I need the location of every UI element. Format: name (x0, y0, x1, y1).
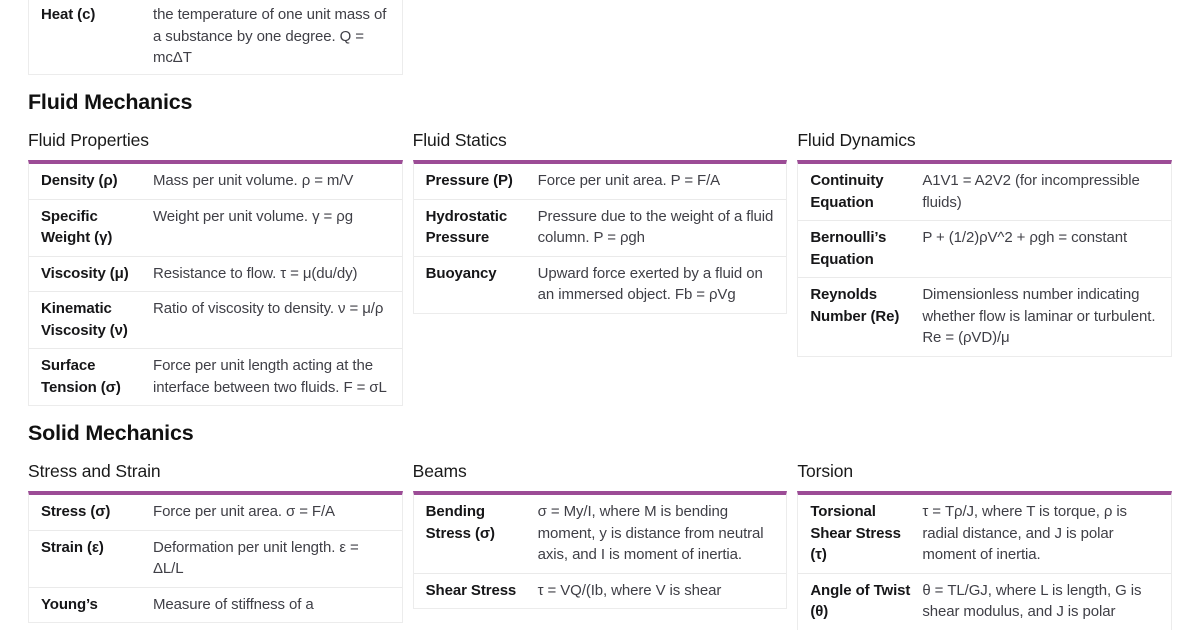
formula-table: Pressure (P) Force per unit area. P = F/… (412, 160, 788, 314)
table-row: Viscosity (μ) Resistance to flow. τ = μ(… (29, 255, 402, 292)
term-cell: Density (ρ) (41, 172, 118, 189)
table-row: Reynolds Number (Re) Dimensionless numbe… (798, 277, 1171, 356)
formula-table: Continuity Equation A1V1 = A2V2 (for inc… (797, 160, 1172, 357)
description-cell: σ = My/I, where M is bending moment, y i… (537, 503, 764, 563)
description-cell: Force per unit area. P = F/A (537, 172, 721, 189)
description-cell: Measure of stiffness of a (153, 595, 314, 613)
description-cell: the temperature of one unit mass of a su… (153, 6, 387, 66)
table-row: Strain (ε) Deformation per unit length. … (29, 529, 402, 587)
term-cell: Bending Stress (σ) (425, 503, 495, 542)
table-heading: Beams (412, 461, 467, 481)
table-heading: Stress and Strain (28, 461, 161, 481)
table-row: Bernoulli’s Equation P + (1/2)ρV^2 + ρgh… (798, 220, 1171, 277)
clipped-formula-table: Heat (c) the temperature of one unit mas… (28, 0, 403, 75)
table-row: Shear Stress τ = VQ/(Ib, where V is shea… (413, 572, 787, 609)
table-row: Heat (c) the temperature of one unit mas… (29, 0, 402, 74)
term-cell: Buoyancy (425, 264, 497, 282)
description-cell: Weight per unit volume. γ = ρg (153, 207, 353, 225)
description-cell: P + (1/2)ρV^2 + ρgh = constant (922, 229, 1128, 246)
term-cell: Stress (σ) (41, 503, 111, 520)
description-cell: τ = VQ/(Ib, where V is shear (537, 581, 722, 599)
clipped-table-wrapper: Heat (c) the temperature of one unit mas… (28, 0, 403, 75)
table-group-fluid-statics: Fluid Statics Pressure (P) Force per uni… (412, 114, 788, 314)
description-cell: τ = Tρ/J, where T is torque, ρ is radial… (922, 503, 1127, 563)
description-cell: Pressure due to the weight of a fluid co… (537, 207, 774, 247)
table-row: Surface Tension (σ) Force per unit lengt… (29, 348, 402, 405)
description-cell: Resistance to flow. τ = μ(du/dy) (153, 264, 358, 282)
description-cell: Dimensionless number indicating whether … (922, 286, 1156, 346)
table-heading: Torsion (797, 461, 854, 481)
term-cell: Viscosity (μ) (41, 264, 129, 282)
table-row: Specific Weight (γ) Weight per unit volu… (29, 198, 402, 256)
table-group-fluid-dynamics: Fluid Dynamics Continuity Equation A1V1 … (797, 114, 1172, 357)
table-row: Young’s Measure of stiffness of a (29, 586, 402, 623)
table-group-torsion: Torsion Torsional Shear Stress (τ) τ = T… (797, 445, 1172, 630)
table-row: Density (ρ) Mass per unit volume. ρ = m/… (29, 164, 402, 199)
table-heading: Fluid Dynamics (797, 130, 916, 150)
table-row: Bending Stress (σ) σ = My/I, where M is … (414, 495, 787, 573)
description-cell: Upward force exerted by a fluid on an im… (537, 264, 763, 304)
section-title-fluid-mechanics: Fluid Mechanics (28, 90, 193, 114)
table-row: Pressure (P) Force per unit area. P = F/… (414, 164, 787, 199)
term-cell: Bernoulli’s Equation (810, 229, 887, 268)
table-heading: Fluid Properties (28, 130, 149, 150)
table-row: Continuity Equation A1V1 = A2V2 (for inc… (798, 164, 1171, 220)
description-cell: Ratio of viscosity to density. ν = μ/ρ (153, 300, 384, 317)
term-cell: Shear Stress (425, 581, 517, 599)
term-cell: Specific Weight (γ) (41, 207, 113, 247)
term-cell: Kinematic Viscosity (ν) (41, 300, 128, 339)
table-row: Buoyancy Upward force exerted by a fluid… (413, 255, 787, 313)
table-row: Kinematic Viscosity (ν) Ratio of viscosi… (29, 291, 402, 348)
formula-table: Stress (σ) Force per unit area. σ = F/A … (28, 491, 403, 623)
term-cell: Torsional Shear Stress (τ) (810, 503, 901, 563)
formula-table: Bending Stress (σ) σ = My/I, where M is … (412, 491, 788, 609)
table-row: Hydrostatic Pressure Pressure due to the… (413, 198, 787, 256)
description-cell: Force per unit area. σ = F/A (153, 503, 335, 520)
table-row: Angle of Twist (θ) θ = TL/GJ, where L is… (798, 572, 1171, 630)
table-heading: Fluid Statics (412, 130, 507, 150)
table-row: Stress (σ) Force per unit area. σ = F/A (29, 495, 402, 530)
table-group-beams: Beams Bending Stress (σ) σ = My/I, where… (412, 445, 788, 609)
formula-table: Density (ρ) Mass per unit volume. ρ = m/… (28, 160, 403, 406)
description-cell: Mass per unit volume. ρ = m/V (153, 172, 354, 189)
table-row: Torsional Shear Stress (τ) τ = Tρ/J, whe… (798, 495, 1171, 573)
term-cell: Continuity Equation (810, 172, 884, 211)
table-group-stress-and-strain: Stress and Strain Stress (σ) Force per u… (28, 445, 403, 623)
term-cell: Reynolds Number (Re) (810, 286, 900, 325)
section-title-solid-mechanics: Solid Mechanics (28, 421, 194, 445)
description-cell: A1V1 = A2V2 (for incompressible fluids) (922, 172, 1140, 211)
term-cell: Pressure (P) (425, 172, 513, 189)
term-cell: Strain (ε) (41, 538, 104, 556)
term-cell: Heat (c) (41, 6, 96, 23)
formula-table: Torsional Shear Stress (τ) τ = Tρ/J, whe… (797, 491, 1172, 630)
term-cell: Angle of Twist (θ) (810, 581, 911, 621)
solid-mechanics-tables: Stress and Strain Stress (σ) Force per u… (28, 445, 1172, 630)
term-cell: Surface Tension (σ) (41, 357, 121, 396)
description-cell: Deformation per unit length. ε = ΔL/L (153, 538, 359, 578)
term-cell: Hydrostatic Pressure (425, 207, 508, 247)
description-cell: Force per unit length acting at the inte… (153, 357, 387, 396)
fluid-mechanics-tables: Fluid Properties Density (ρ) Mass per un… (28, 114, 1172, 406)
table-group-fluid-properties: Fluid Properties Density (ρ) Mass per un… (28, 114, 403, 406)
description-cell: θ = TL/GJ, where L is length, G is shear… (922, 581, 1142, 621)
term-cell: Young’s (41, 595, 98, 613)
